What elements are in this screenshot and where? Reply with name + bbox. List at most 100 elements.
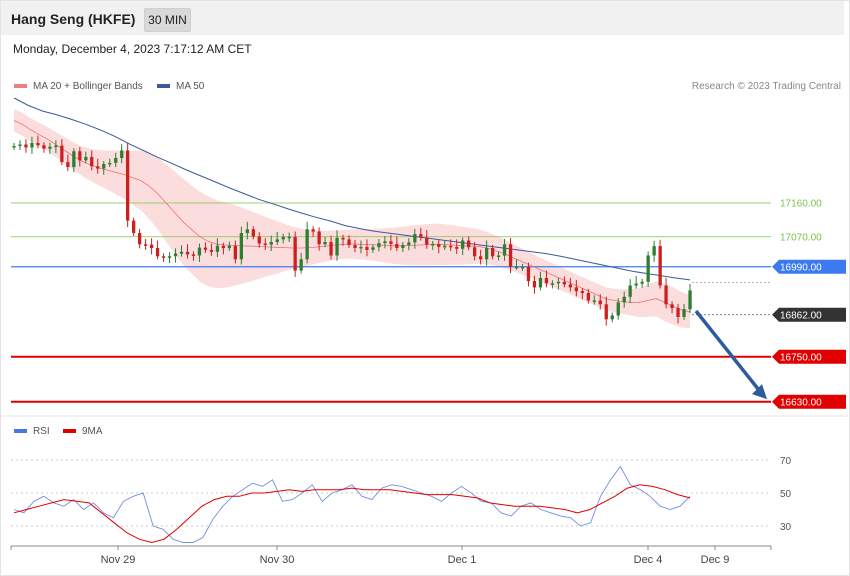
candle-down: [126, 150, 130, 221]
candle-up: [520, 266, 525, 269]
price-level-label: 16630.00: [780, 397, 822, 408]
candle-up: [215, 245, 220, 252]
candle-down: [161, 256, 166, 258]
candle-down: [491, 248, 495, 257]
x-tick-label: Dec 9: [701, 554, 730, 566]
ma9-swatch: [63, 429, 76, 434]
candle-up: [461, 240, 465, 249]
candle-down: [150, 244, 154, 248]
candle-down: [185, 251, 190, 255]
price-label-box: [772, 349, 846, 364]
price-level-label: 16990.00: [780, 262, 822, 273]
candle-up: [592, 300, 596, 302]
forecast-arrow: [694, 309, 761, 392]
candle-up: [622, 296, 626, 303]
candle-down: [155, 248, 160, 257]
legend-ma20-label: MA 20 + Bollinger Bands: [33, 81, 143, 92]
candle-down: [473, 247, 477, 257]
candle-up: [173, 253, 178, 257]
ma50-swatch: [157, 84, 170, 89]
candle-down: [203, 247, 208, 250]
candle-down: [598, 300, 602, 305]
candle-up: [120, 150, 124, 158]
price-label-box: [772, 259, 846, 274]
candle-down: [36, 143, 40, 146]
candle-down: [24, 144, 28, 148]
x-tick-label: Nov 30: [260, 554, 295, 566]
candle-up: [30, 143, 34, 148]
candle-down: [90, 156, 94, 167]
candle-down: [144, 244, 148, 246]
candle-down: [365, 246, 369, 250]
candle-up: [48, 146, 52, 149]
candle-down: [96, 166, 100, 169]
rsi-tick-label: 30: [780, 522, 792, 533]
candle-up: [84, 156, 88, 161]
candle-up: [179, 251, 184, 254]
candle-down: [138, 233, 142, 245]
candle-down: [544, 278, 549, 284]
instrument-title: Hang Seng (HKFE): [11, 11, 136, 27]
candle-down: [293, 236, 297, 271]
candle-up: [275, 239, 279, 242]
candle-down: [347, 239, 351, 245]
candles-group: [12, 135, 692, 326]
price-label-box: [772, 394, 846, 409]
timeframe-button[interactable]: 30 MIN: [144, 8, 191, 32]
rsi-tick-label: 50: [780, 489, 792, 500]
candle-up: [287, 236, 291, 239]
candle-down: [664, 285, 668, 305]
candle-up: [682, 309, 686, 317]
candle-up: [610, 315, 614, 320]
price-level-label: 17160.00: [780, 199, 822, 210]
candle-down: [317, 231, 321, 245]
candle-up: [688, 290, 692, 310]
candle-up: [628, 285, 632, 297]
candle-up: [413, 234, 417, 243]
candle-down: [263, 243, 267, 245]
candle-down: [568, 284, 572, 288]
price-label-box: [772, 307, 846, 322]
candle-up: [269, 242, 273, 245]
candle-down: [311, 229, 315, 232]
candle-down: [532, 281, 537, 288]
x-tick-label: Dec 4: [634, 554, 663, 566]
candle-up: [305, 229, 309, 260]
bollinger-band: [14, 109, 690, 329]
x-tick-label: Nov 29: [101, 554, 136, 566]
price-level-label: 16862.00: [780, 310, 822, 321]
candle-up: [54, 145, 58, 148]
candle-up: [383, 241, 387, 244]
candle-down: [221, 245, 225, 249]
candle-up: [359, 246, 363, 249]
candle-down: [467, 240, 471, 248]
candle-up: [323, 242, 327, 245]
candle-up: [299, 259, 303, 271]
candle-down: [329, 242, 333, 256]
candle-up: [485, 248, 489, 260]
candle-down: [676, 308, 680, 317]
candle-down: [341, 237, 345, 240]
candle-down: [508, 244, 513, 267]
candle-down: [479, 256, 483, 260]
candle-up: [239, 233, 243, 260]
candle-down: [257, 236, 261, 244]
candle-down: [233, 245, 237, 260]
candle-down: [251, 229, 255, 237]
candle-down: [604, 304, 608, 320]
header-bar: Hang Seng (HKFE) 30 MIN: [1, 1, 844, 35]
candle-down: [42, 145, 46, 149]
candle-down: [419, 234, 423, 238]
legend-9ma: 9MA: [63, 426, 103, 437]
candle-down: [60, 145, 64, 163]
candle-down: [670, 304, 674, 309]
timestamp: Monday, December 4, 2023 7:17:12 AM CET: [13, 42, 252, 56]
ma50-line: [13, 97, 691, 281]
legend-ma20: MA 20 + Bollinger Bands: [14, 81, 143, 92]
candle-up: [167, 256, 172, 258]
candle-up: [652, 246, 656, 256]
candle-up: [616, 302, 620, 316]
candle-up: [443, 245, 447, 248]
candle-down: [574, 287, 578, 292]
candle-up: [538, 278, 543, 288]
